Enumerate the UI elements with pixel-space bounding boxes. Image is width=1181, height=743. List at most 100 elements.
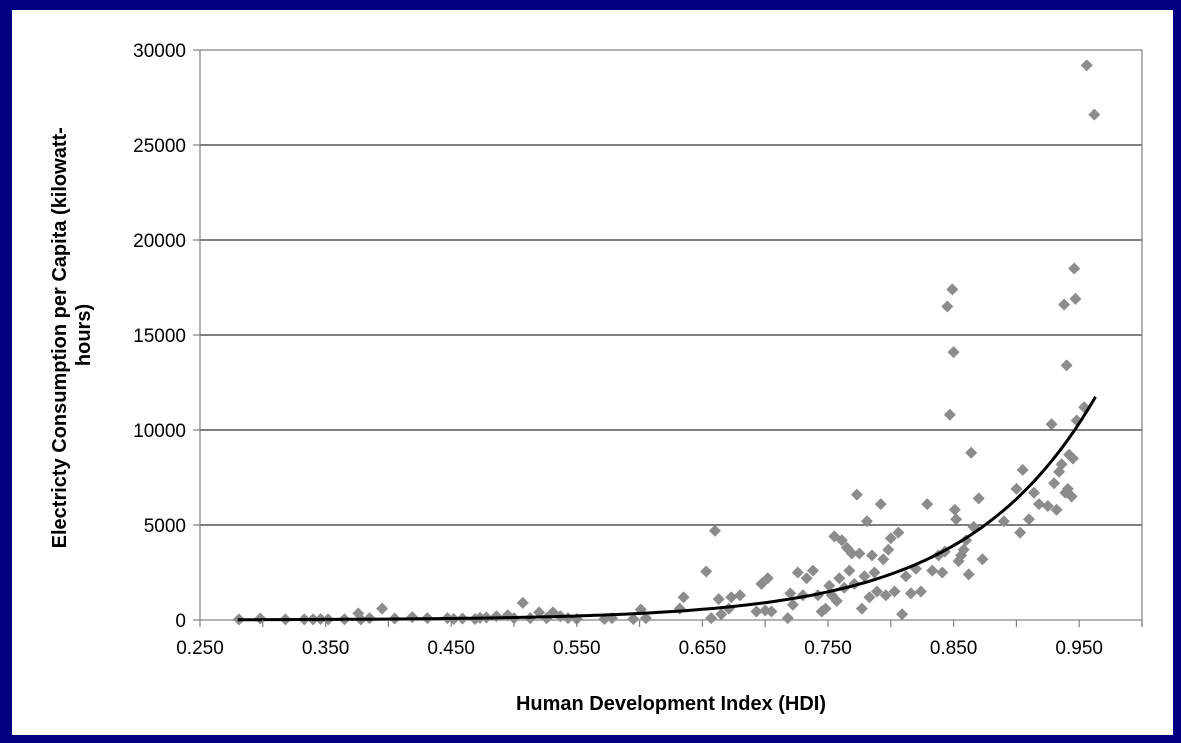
data-point xyxy=(1014,526,1027,539)
data-point xyxy=(835,534,848,547)
data-point xyxy=(879,589,892,602)
data-point xyxy=(516,596,529,609)
data-point xyxy=(921,498,934,511)
data-point xyxy=(725,591,738,604)
data-point xyxy=(715,608,728,621)
data-point xyxy=(712,593,725,606)
data-point xyxy=(1069,292,1082,305)
data-point xyxy=(791,566,804,579)
data-point xyxy=(1050,503,1063,516)
data-point xyxy=(926,564,939,577)
data-point xyxy=(833,572,846,585)
x-tick-label: 0.750 xyxy=(804,638,852,659)
trendline xyxy=(237,396,1097,622)
data-point xyxy=(946,283,959,296)
data-point xyxy=(888,585,901,598)
data-point xyxy=(1010,482,1023,495)
data-point xyxy=(823,579,836,592)
data-point xyxy=(677,591,690,604)
data-point xyxy=(1060,359,1073,372)
data-point xyxy=(863,591,876,604)
data-point xyxy=(962,568,975,581)
data-point xyxy=(765,605,778,618)
data-point xyxy=(786,598,799,611)
data-point xyxy=(870,585,883,598)
data-point xyxy=(639,612,652,625)
data-point xyxy=(892,526,905,539)
data-point xyxy=(406,611,419,624)
data-point xyxy=(627,613,640,626)
x-axis-ticks: 0.250 0.350 0.450 0.550 0.650 0.750 0.850 0.950 xyxy=(176,620,1143,659)
data-point xyxy=(874,498,887,511)
data-point xyxy=(800,572,813,585)
data-point xyxy=(941,300,954,313)
y-tick-label: 25000 xyxy=(133,136,186,157)
data-point xyxy=(1068,262,1081,275)
data-point xyxy=(1048,477,1061,490)
data-point xyxy=(950,513,963,526)
y-tick-label: 15000 xyxy=(133,326,186,347)
data-point xyxy=(830,595,843,607)
y-tick-label: 30000 xyxy=(133,41,186,62)
data-point xyxy=(843,564,856,577)
data-point xyxy=(1088,108,1101,121)
x-tick-label: 0.950 xyxy=(1055,638,1103,659)
data-point xyxy=(1055,458,1068,471)
data-point xyxy=(1066,452,1079,465)
chart-frame: 0 5000 10000 15000 20000 25000 30000 0.250 0.35… xyxy=(12,10,1173,735)
data-point xyxy=(858,570,871,583)
data-point xyxy=(781,612,794,625)
x-tick-label: 0.250 xyxy=(176,638,224,659)
scatter-chart: 0 5000 10000 15000 20000 25000 30000 0.250 0.35… xyxy=(49,41,1143,715)
data-point xyxy=(1065,490,1078,503)
data-point xyxy=(819,602,832,615)
data-point xyxy=(914,585,927,598)
data-point xyxy=(750,605,763,618)
data-point xyxy=(845,547,858,560)
y-tick-label: 20000 xyxy=(133,231,186,252)
data-point xyxy=(965,446,978,459)
data-point xyxy=(936,566,949,579)
data-point xyxy=(884,532,897,545)
data-point xyxy=(904,587,917,600)
data-point xyxy=(860,515,873,528)
data-point xyxy=(882,543,895,556)
data-point xyxy=(1045,418,1058,431)
data-point xyxy=(896,608,909,621)
data-point xyxy=(1080,59,1093,72)
y-tick-label: 5000 xyxy=(144,516,186,537)
data-point xyxy=(1022,513,1035,526)
y-tick-label: 10000 xyxy=(133,421,186,442)
y-axis-title: Electricty Consumption per Capita (kilow… xyxy=(49,122,95,549)
x-tick-label: 0.850 xyxy=(930,638,978,659)
data-point xyxy=(1058,298,1071,311)
y-tick-label: 0 xyxy=(175,611,186,632)
data-point xyxy=(943,408,956,421)
data-point xyxy=(784,587,797,600)
x-tick-label: 0.350 xyxy=(302,638,350,659)
data-point xyxy=(899,570,912,583)
data-points xyxy=(232,59,1101,626)
data-point xyxy=(1016,463,1029,476)
data-point xyxy=(972,492,985,505)
data-point xyxy=(947,346,960,359)
x-tick-label: 0.450 xyxy=(427,638,475,659)
y-axis-ticks: 0 5000 10000 15000 20000 25000 30000 xyxy=(133,41,200,632)
data-point xyxy=(957,543,970,556)
data-point xyxy=(761,572,774,585)
x-axis-title: Human Development Index (HDI) xyxy=(516,693,826,715)
data-point xyxy=(1041,500,1054,512)
data-point xyxy=(850,488,863,501)
data-point xyxy=(865,549,878,562)
data-point xyxy=(734,589,747,602)
data-point xyxy=(976,553,989,566)
data-point xyxy=(700,565,713,578)
data-point xyxy=(708,524,721,537)
data-point xyxy=(877,553,890,566)
data-point xyxy=(855,602,868,615)
data-point xyxy=(1027,486,1040,499)
x-tick-label: 0.650 xyxy=(679,638,727,659)
data-point xyxy=(1033,498,1046,511)
data-point xyxy=(868,566,881,579)
data-point xyxy=(705,612,718,625)
